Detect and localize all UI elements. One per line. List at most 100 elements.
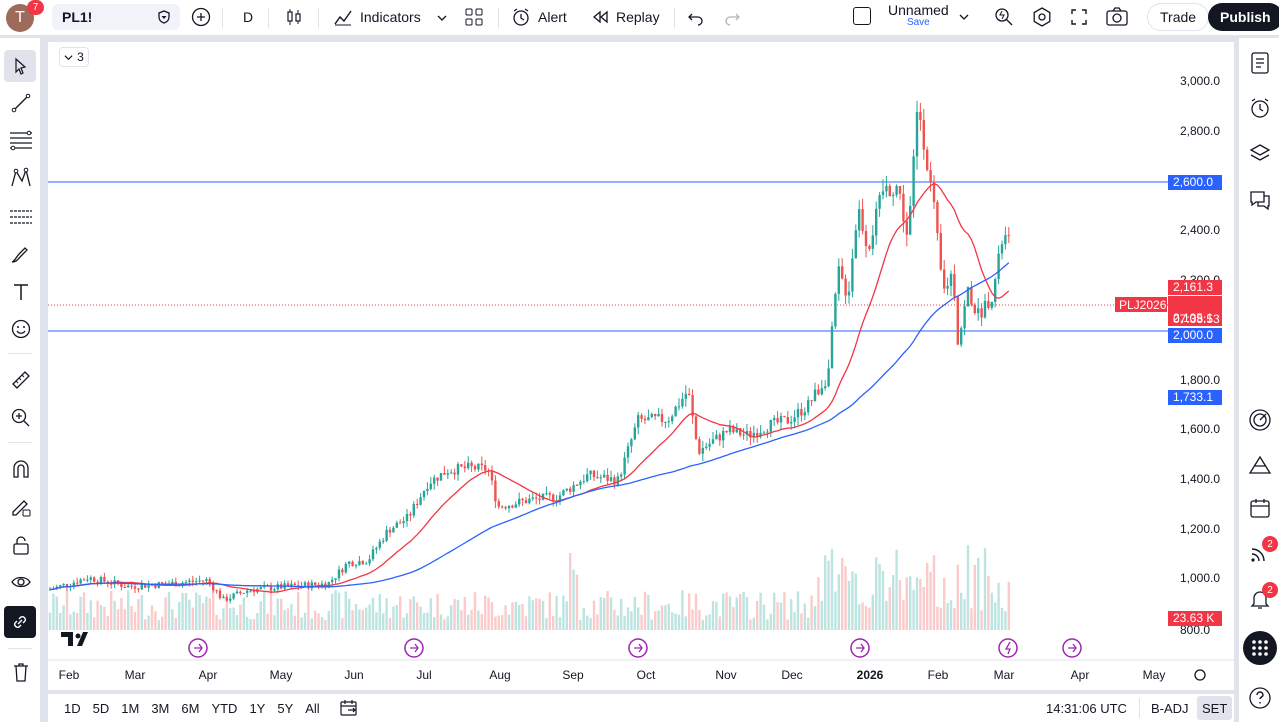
layout-checkbox[interactable] — [853, 7, 871, 25]
range-1y[interactable]: 1Y — [249, 700, 266, 716]
candle-body — [694, 416, 698, 440]
forecast-tool[interactable] — [6, 201, 36, 231]
trend-line-tool[interactable] — [6, 88, 36, 118]
publish-button[interactable]: Publish — [1208, 3, 1279, 31]
chat-button[interactable] — [1245, 185, 1275, 215]
chevron-down-icon[interactable] — [436, 12, 448, 24]
candle-body — [215, 590, 218, 592]
volume-tag-text: 23.63 K — [1173, 611, 1214, 625]
candle-body — [650, 413, 653, 418]
range-1d[interactable]: 1D — [64, 700, 81, 716]
date-range-icon[interactable] — [339, 698, 359, 718]
session-toggle[interactable]: SET — [1197, 696, 1233, 720]
candle-body — [450, 472, 453, 474]
technicals-button[interactable] — [1245, 405, 1275, 435]
chevron-down-icon[interactable] — [958, 11, 970, 23]
layout-name-button[interactable]: Unnamed Save — [888, 3, 949, 28]
brush-tool[interactable] — [6, 239, 36, 269]
volume-bar — [446, 616, 449, 630]
chart-type-button[interactable] — [283, 6, 305, 28]
range-1m[interactable]: 1M — [121, 700, 140, 716]
apps-button[interactable] — [1243, 631, 1277, 665]
ideas-button[interactable] — [1245, 450, 1275, 480]
fib-tool[interactable] — [6, 125, 36, 155]
range-5y[interactable]: 5Y — [277, 700, 294, 716]
indicators-button[interactable]: Indicators — [332, 6, 421, 28]
text-tool[interactable] — [6, 277, 36, 307]
replay-button[interactable]: Replay — [590, 6, 660, 28]
chart-pane[interactable]: 3 3,000.02,800.02,400.02,300.01,800.01,6… — [48, 42, 1234, 690]
candle-body — [334, 578, 337, 580]
measure-tool[interactable] — [6, 365, 36, 395]
object-tree-button[interactable] — [1245, 139, 1275, 169]
volume-bar — [443, 619, 446, 630]
volume-bar — [708, 614, 711, 630]
cursor-tool[interactable] — [4, 50, 36, 82]
volume-bar — [830, 548, 834, 630]
candle-body — [144, 584, 147, 588]
volume-bar — [259, 601, 262, 630]
adjustment-toggle[interactable]: B-ADJ — [1151, 701, 1189, 716]
fullscreen-icon[interactable] — [1069, 7, 1089, 27]
volume-bar — [745, 596, 749, 630]
trade-button[interactable]: Trade — [1147, 3, 1210, 31]
candle-body — [596, 477, 599, 479]
quick-search-icon[interactable] — [993, 6, 1015, 28]
help-button[interactable] — [1245, 683, 1275, 713]
candle-body — [184, 581, 188, 583]
candle-body — [297, 585, 300, 587]
candle-body — [688, 393, 691, 396]
range-5d[interactable]: 5D — [92, 700, 110, 716]
sync-tool[interactable] — [4, 606, 36, 638]
camera-icon[interactable] — [1105, 6, 1129, 28]
remove-drawings-tool[interactable] — [6, 657, 36, 687]
volume-bar — [956, 564, 959, 630]
calendar-button[interactable] — [1245, 493, 1275, 523]
settings-gear-icon[interactable] — [1031, 6, 1053, 28]
volume-bar — [657, 610, 660, 630]
candle-body — [351, 561, 354, 566]
watchlist-button[interactable] — [1245, 48, 1275, 78]
interval-button[interactable]: D — [243, 9, 254, 25]
range-6m[interactable]: 6M — [181, 700, 200, 716]
range-all[interactable]: All — [305, 700, 320, 716]
candle-body — [660, 413, 664, 422]
streams-button[interactable] — [1245, 538, 1275, 568]
volume-bar — [395, 605, 398, 630]
lock-tool[interactable] — [6, 530, 36, 560]
legend-toggle[interactable]: 3 — [59, 47, 89, 67]
alerts-panel-button[interactable] — [1245, 93, 1275, 123]
range-3m[interactable]: 3M — [151, 700, 170, 716]
undo-icon[interactable] — [686, 8, 706, 28]
visibility-tool[interactable] — [6, 567, 36, 597]
volume-bar — [62, 605, 65, 630]
magnet-tool[interactable] — [6, 454, 36, 484]
volume-bar — [99, 605, 103, 630]
volume-bar — [688, 593, 691, 630]
add-symbol-button[interactable] — [190, 6, 212, 28]
symbol-search[interactable]: PL1! — [52, 4, 180, 30]
utc-clock[interactable]: 14:31:06 UTC — [1046, 701, 1127, 716]
logo-dot — [75, 633, 81, 639]
list-icon — [1251, 52, 1269, 74]
candle-body — [881, 191, 885, 196]
candle-body — [956, 296, 959, 345]
volume-bar — [127, 590, 130, 630]
candle-body — [603, 474, 606, 478]
volume-bar — [973, 564, 976, 630]
redo-icon[interactable] — [722, 8, 742, 28]
volume-bar — [531, 600, 534, 630]
pattern-tool[interactable] — [6, 163, 36, 193]
volume-bar — [810, 595, 813, 630]
volume-bar — [898, 580, 902, 630]
layouts-grid-icon[interactable] — [464, 7, 484, 27]
emoji-tool[interactable] — [6, 314, 36, 344]
volume-bar — [439, 614, 443, 630]
alert-button[interactable]: Alert — [510, 6, 567, 28]
volume-bar — [297, 592, 300, 630]
draw-mode-tool[interactable] — [6, 492, 36, 522]
zoom-tool[interactable] — [6, 403, 36, 433]
candle-body — [205, 579, 208, 582]
price-chart[interactable]: 3,000.02,800.02,400.02,300.01,800.01,600… — [48, 42, 1234, 690]
range-ytd[interactable]: YTD — [211, 700, 238, 716]
